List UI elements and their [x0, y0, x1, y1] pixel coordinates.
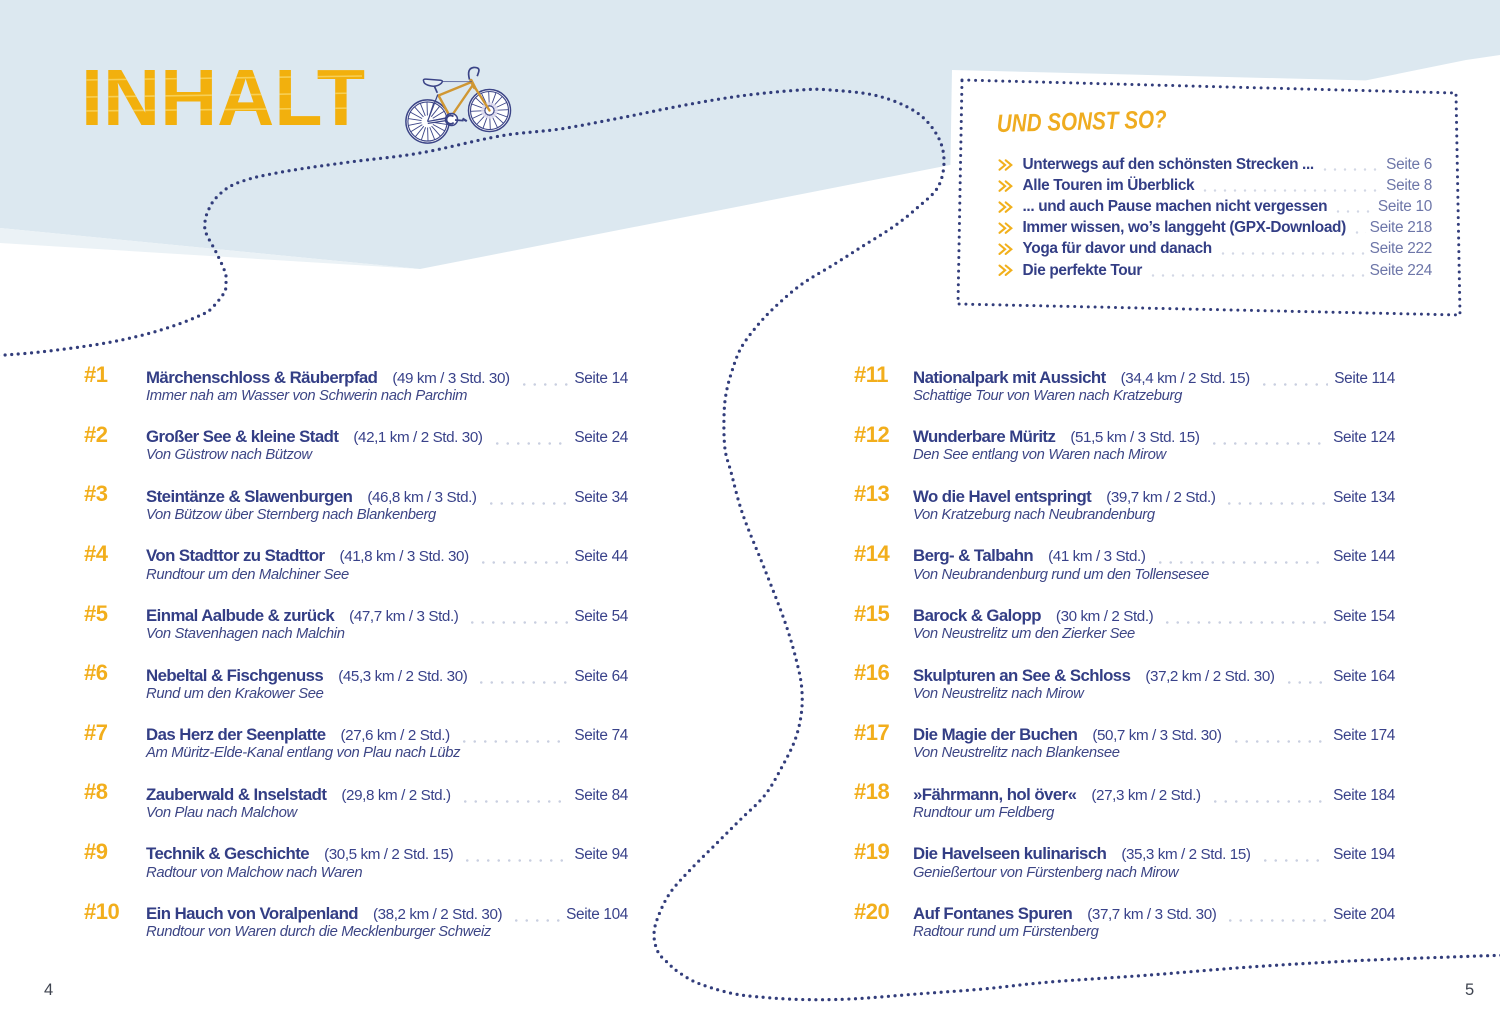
- svg-text:UND SONST SO?: UND SONST SO?: [996, 106, 1167, 138]
